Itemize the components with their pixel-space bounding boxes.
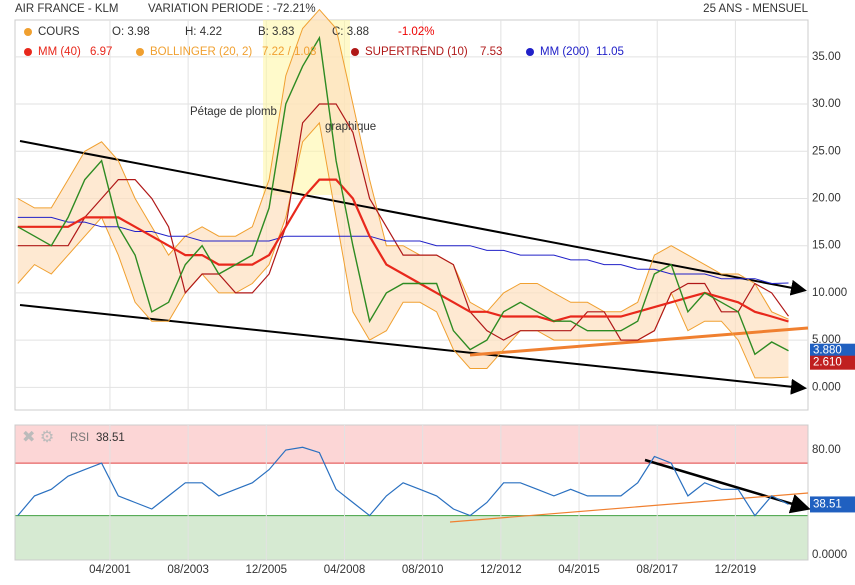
legend-label: MM (200)	[540, 46, 589, 58]
y-tick-label: 20.00	[812, 193, 841, 205]
legend-swatch	[24, 28, 32, 36]
y-tick-label: 30.00	[812, 98, 841, 110]
overbought-zone	[15, 425, 808, 464]
quote: H: 4.22	[185, 26, 222, 38]
legend-label: BOLLINGER (20, 2)	[150, 46, 252, 58]
legend-label: SUPERTREND (10)	[365, 46, 468, 58]
quote: C: 3.88	[332, 26, 369, 38]
price-marker-label: 2.610	[813, 357, 842, 369]
rsi-line	[17, 446, 789, 517]
close-icon[interactable]: ✖ ⚙	[22, 429, 54, 446]
y-tick-label: 0.000	[812, 381, 841, 393]
series-line	[17, 103, 789, 341]
oversold-zone	[15, 515, 808, 560]
x-tick-label: 12/2019	[715, 564, 757, 576]
y-tick-label: 35.00	[812, 51, 841, 63]
legend-swatch	[136, 48, 144, 56]
period: 25 ANS - MENSUEL	[703, 3, 808, 15]
series-label: COURS	[38, 26, 80, 38]
legend-value: 11.05	[596, 46, 624, 58]
price-marker-label: 3.880	[813, 345, 842, 357]
x-tick-label: 08/2003	[167, 564, 209, 576]
annotation: Pétage de plomb	[190, 106, 277, 118]
y-tick-label: 5.000	[812, 334, 841, 346]
price-marker	[810, 343, 855, 358]
series-line	[17, 178, 789, 323]
x-tick-label: 04/2001	[89, 564, 131, 576]
legend-swatch	[526, 48, 534, 56]
series-line	[17, 8, 789, 320]
trend-line	[19, 304, 807, 395]
y-tick-label: 80.00	[812, 444, 841, 456]
quote: B: 3.83	[258, 26, 294, 38]
plot-frame	[14, 19, 809, 411]
y-tick-label: 0.0000	[812, 549, 847, 561]
rsi-marker	[810, 496, 855, 513]
legend-swatch	[24, 48, 32, 56]
trend-line	[469, 326, 809, 357]
legend-swatch	[351, 48, 359, 56]
change: -1.02%	[398, 26, 434, 38]
x-tick-label: 12/2012	[480, 564, 522, 576]
rsi-value: 38.51	[96, 432, 125, 444]
plot-frame	[14, 424, 809, 561]
legend-value: 7.53	[480, 46, 502, 58]
legend-value: 6.97	[90, 46, 112, 58]
x-tick-label: 08/2010	[402, 564, 444, 576]
legend-value: 7.22 / 1.08	[262, 46, 316, 58]
y-tick-label: 10.000	[812, 287, 847, 299]
x-tick-label: 08/2017	[636, 564, 678, 576]
legend-label: MM (40)	[38, 46, 81, 58]
series-line	[17, 35, 789, 356]
quote: O: 3.98	[112, 26, 150, 38]
title: AIR FRANCE - KLM	[15, 3, 119, 15]
variation: VARIATION PERIODE : -72.21%	[148, 3, 316, 15]
rsi-trend-line	[449, 492, 809, 523]
x-tick-label: 04/2008	[324, 564, 366, 576]
y-tick-label: 15.00	[812, 240, 841, 252]
annotation: graphique	[325, 121, 376, 133]
rsi-label: RSI	[70, 432, 89, 444]
x-tick-label: 04/2015	[558, 564, 600, 576]
trend-line	[19, 140, 807, 296]
y-tick-label: 25.00	[812, 145, 841, 157]
rsi-marker-label: 38.51	[813, 498, 842, 510]
x-tick-label: 12/2005	[246, 564, 288, 576]
price-marker	[810, 355, 855, 370]
